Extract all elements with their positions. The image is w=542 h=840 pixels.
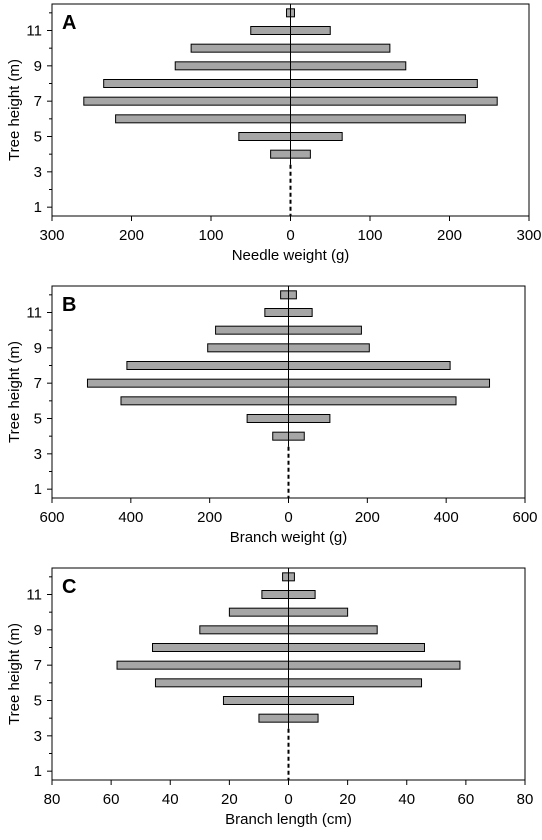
- y-axis-label: Tree height (m): [6, 341, 23, 443]
- x-tick-label: 40: [398, 791, 415, 808]
- y-tick-label: 9: [34, 58, 42, 75]
- y-tick-label: 7: [34, 657, 42, 674]
- y-tick-label: 1: [34, 199, 42, 216]
- y-tick-label: 5: [34, 129, 42, 146]
- y-tick-label: 7: [34, 375, 42, 392]
- x-tick-label: 100: [357, 227, 382, 244]
- x-tick-label: 60: [458, 791, 475, 808]
- x-tick-label: 600: [39, 509, 64, 526]
- y-tick-label: 5: [34, 411, 42, 428]
- x-tick-label: 20: [221, 791, 238, 808]
- x-tick-label: 200: [119, 227, 144, 244]
- y-tick-label: 11: [26, 23, 42, 40]
- x-tick-label: 300: [516, 227, 541, 244]
- x-tick-label: 400: [434, 509, 459, 526]
- x-tick-label: 400: [118, 509, 143, 526]
- panel-a: 300 200 100 0 100 200 300 1 3 5 7 9 11 Needle weight …: [6, 3, 542, 264]
- x-tick-label: 80: [44, 791, 61, 808]
- y-tick-label: 3: [34, 446, 42, 463]
- y-tick-label: 7: [34, 93, 42, 110]
- x-tick-label: 0: [284, 509, 292, 526]
- x-tick-label: 200: [197, 509, 222, 526]
- y-tick-label: 5: [34, 693, 42, 710]
- x-tick-label: 300: [39, 227, 64, 244]
- x-tick-label: 20: [339, 791, 356, 808]
- y-axis-label: Tree height (m): [6, 623, 23, 725]
- x-tick-label: 60: [103, 791, 120, 808]
- x-tick-label: 600: [512, 509, 537, 526]
- y-tick-label: 11: [26, 587, 42, 604]
- x-axis-label: Branch weight (g): [230, 529, 348, 546]
- x-tick-label: 0: [286, 227, 294, 244]
- x-tick-label: 0: [284, 791, 292, 808]
- x-axis-label: Needle weight (g): [232, 247, 350, 264]
- x-axis-label: Branch length (cm): [225, 811, 352, 828]
- panel-letter: A: [62, 12, 76, 34]
- y-tick-label: 3: [34, 164, 42, 181]
- x-tick-label: 80: [517, 791, 534, 808]
- x-tick-label: 200: [355, 509, 380, 526]
- x-tick-label: 100: [198, 227, 223, 244]
- y-tick-label: 11: [26, 305, 42, 322]
- x-tick-label: 200: [437, 227, 462, 244]
- y-tick-label: 1: [34, 763, 42, 780]
- y-axis-label: Tree height (m): [6, 59, 23, 161]
- y-tick-label: 3: [34, 728, 42, 745]
- panel-b: 600 400 200 0 200 400 600 1 3 5 7 9 11 Branch weight …: [6, 285, 538, 546]
- panel-letter: B: [62, 294, 76, 316]
- y-tick-label: 9: [34, 622, 42, 639]
- y-tick-label: 9: [34, 340, 42, 357]
- y-tick-label: 1: [34, 481, 42, 498]
- panel-letter: C: [62, 576, 76, 598]
- x-tick-label: 40: [162, 791, 179, 808]
